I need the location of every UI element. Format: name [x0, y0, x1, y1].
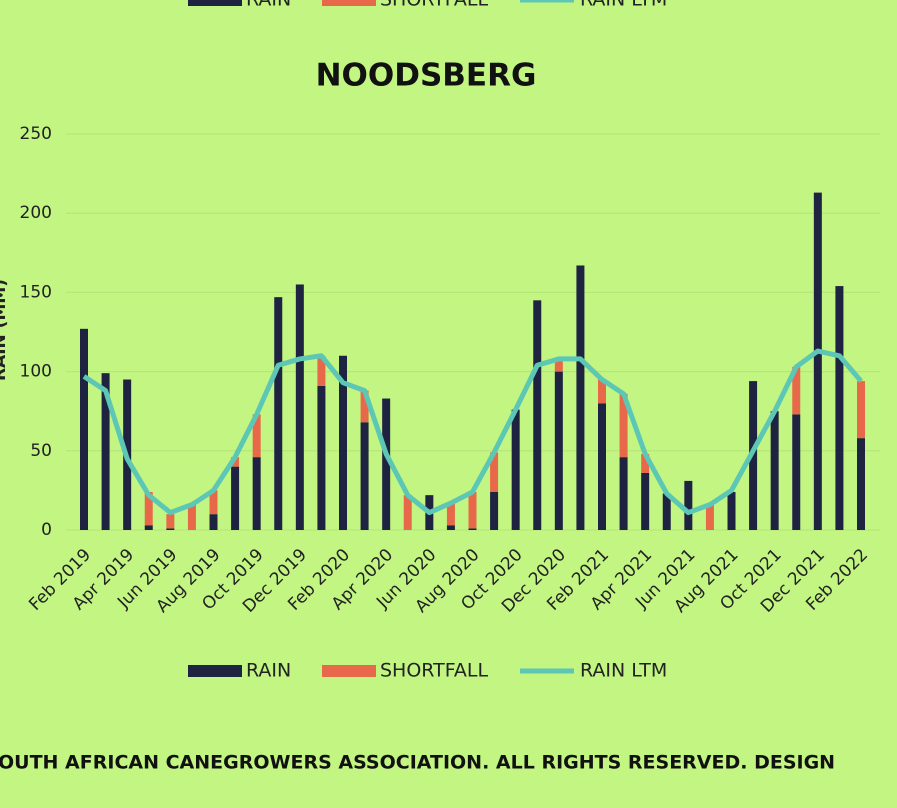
bar-segment [468, 528, 477, 530]
bar-segment [101, 373, 110, 530]
bar-segment [209, 490, 218, 515]
bar-segment [554, 358, 563, 372]
bar-segment [252, 457, 261, 530]
chart-title: NOODSBERG [316, 58, 537, 94]
bar-segment [662, 493, 671, 530]
bar-segment [857, 381, 865, 439]
bar-segment [641, 453, 650, 473]
legend-swatch [188, 0, 242, 6]
bar-segment [641, 472, 650, 530]
legend-label: RAIN LTM [580, 0, 667, 11]
bar-segment [446, 525, 455, 530]
bar-segment [684, 480, 693, 530]
legend-swatch [322, 0, 376, 6]
y-tick-label: 250 [20, 124, 52, 144]
bar-segment [231, 466, 240, 530]
bar-segment [252, 414, 261, 458]
y-tick-label: 200 [20, 203, 52, 223]
bar-segment [792, 366, 801, 415]
bar-segment [468, 491, 477, 529]
bar-segment [857, 438, 865, 530]
bar-segment [317, 355, 326, 386]
bar-segment [533, 300, 542, 530]
y-tick-label: 100 [20, 362, 52, 382]
bar-segment [144, 491, 153, 526]
bar-segment [403, 495, 412, 530]
bar-segment [598, 379, 606, 404]
bar-segment [80, 328, 88, 530]
bar-segment [339, 355, 347, 530]
bar-segment [360, 390, 369, 423]
legend-label: RAIN LTM [580, 660, 667, 682]
bar-segment [187, 504, 196, 530]
bar-segment [209, 514, 218, 530]
bar-segment [554, 371, 563, 530]
bar-segment [511, 409, 520, 530]
line [82, 348, 863, 516]
bar-segment [144, 525, 153, 530]
bar-segment [317, 385, 326, 530]
legend-swatch [322, 665, 376, 677]
legend-label: RAIN [246, 660, 291, 682]
bar-segment [274, 297, 283, 530]
bar-segment [490, 491, 499, 530]
bar-segment [619, 393, 628, 458]
y-tick-label: 0 [41, 520, 52, 540]
bar-segment [835, 286, 844, 530]
bar-segment [382, 398, 391, 530]
y-tick-label: 50 [30, 441, 52, 461]
bar-segment [576, 265, 585, 530]
legend-label: SHORTFALL [380, 660, 488, 682]
bar-segment [792, 414, 801, 530]
bar-segment [598, 403, 606, 530]
bar-segment [619, 457, 628, 530]
bar-segment [295, 284, 304, 530]
footer: OUTH AFRICAN CANEGROWERS ASSOCIATION. AL… [0, 752, 835, 774]
bar-segment [231, 457, 240, 467]
bar-segment [166, 514, 175, 529]
legend-label: RAIN [246, 0, 291, 11]
legend-swatch [188, 665, 242, 677]
bar-segment [446, 503, 455, 526]
bar-segment [813, 192, 822, 530]
bar-segment [770, 411, 779, 530]
bar-segment [360, 422, 369, 530]
bar-segment [166, 528, 175, 530]
legend-label: SHORTFALL [380, 0, 488, 11]
bar-segment [490, 452, 499, 492]
bar-segment [705, 504, 714, 530]
y-axis-label: RAIN (MM) [0, 279, 10, 381]
y-tick-label: 150 [20, 282, 52, 302]
bar-segment [727, 491, 736, 530]
